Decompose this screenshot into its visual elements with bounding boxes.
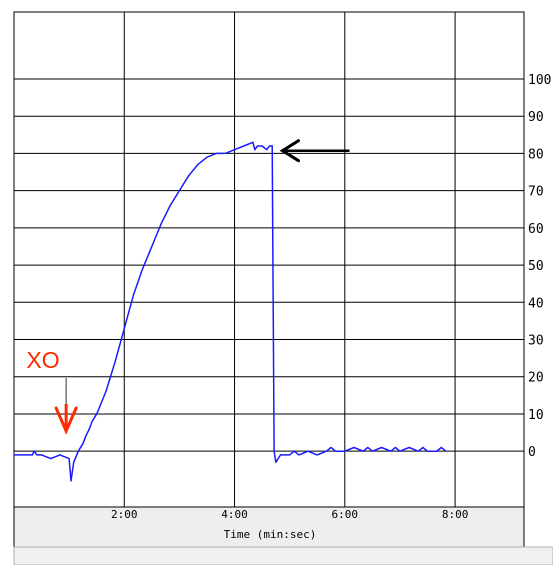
data-point bbox=[142, 268, 144, 270]
y-tick-label: 20 bbox=[528, 371, 544, 386]
data-point bbox=[394, 446, 396, 449]
data-point bbox=[73, 461, 75, 463]
data-point bbox=[151, 245, 153, 248]
y-tick-label: 90 bbox=[528, 110, 544, 125]
data-point bbox=[59, 454, 61, 456]
data-point bbox=[178, 190, 181, 192]
data-point bbox=[215, 152, 217, 155]
data-point bbox=[390, 450, 392, 452]
data-point bbox=[254, 149, 256, 151]
y-tick-label: 0 bbox=[528, 445, 536, 460]
data-point bbox=[14, 454, 15, 456]
data-point bbox=[91, 420, 93, 422]
data-point bbox=[271, 145, 273, 147]
data-point bbox=[88, 428, 90, 430]
y-tick-label: 100 bbox=[528, 73, 551, 88]
data-point bbox=[399, 450, 401, 452]
y-tick-label: 30 bbox=[528, 334, 544, 349]
data-point bbox=[335, 450, 337, 452]
status-bar bbox=[13, 546, 553, 565]
y-tick-label: 70 bbox=[528, 185, 544, 200]
data-point bbox=[50, 458, 52, 460]
data-point bbox=[224, 152, 226, 155]
x-tick-label: 8:00 bbox=[442, 508, 469, 521]
x-tick-label: 6:00 bbox=[332, 508, 359, 521]
data-point bbox=[307, 450, 309, 452]
data-point bbox=[367, 446, 369, 449]
data-point bbox=[132, 294, 135, 296]
data-point bbox=[362, 450, 364, 452]
data-point bbox=[85, 435, 87, 437]
grid bbox=[14, 12, 524, 507]
data-point bbox=[417, 450, 419, 452]
data-point bbox=[114, 361, 116, 363]
data-point bbox=[123, 327, 125, 329]
data-point bbox=[325, 450, 328, 452]
data-point bbox=[233, 149, 236, 151]
data-point bbox=[206, 156, 208, 158]
xo-arrow-icon bbox=[54, 378, 78, 435]
data-point bbox=[266, 149, 268, 151]
peak-arrow-icon bbox=[279, 139, 350, 163]
data-point bbox=[70, 480, 72, 482]
data-point bbox=[243, 145, 245, 147]
data-point bbox=[293, 450, 295, 452]
y-tick-label: 50 bbox=[528, 259, 544, 274]
data-point bbox=[445, 450, 447, 452]
data-point bbox=[436, 450, 438, 452]
data-point bbox=[33, 450, 35, 452]
series-points bbox=[14, 141, 447, 482]
data-point bbox=[96, 413, 98, 415]
data-point bbox=[440, 446, 442, 449]
x-axis-label: Time (min:sec) bbox=[224, 528, 317, 541]
data-point bbox=[275, 461, 277, 463]
y-tick-label: 80 bbox=[528, 147, 544, 162]
data-point bbox=[330, 446, 332, 449]
plot-area bbox=[14, 12, 524, 507]
x-tick-label: 4:00 bbox=[221, 508, 248, 521]
data-point bbox=[289, 454, 291, 456]
y-tick-label: 60 bbox=[528, 222, 544, 237]
data-point bbox=[380, 446, 383, 449]
y-tick-label: 10 bbox=[528, 408, 544, 423]
data-point bbox=[77, 450, 79, 452]
x-tick-labels: 2:00 4:00 6:00 8:00 bbox=[111, 508, 468, 521]
data-point bbox=[256, 145, 259, 147]
annotations: XO bbox=[26, 139, 350, 435]
data-point bbox=[426, 450, 429, 452]
data-point bbox=[298, 454, 300, 456]
data-point bbox=[187, 175, 190, 177]
data-point bbox=[273, 450, 275, 452]
y-tick-label: 40 bbox=[528, 296, 544, 311]
data-point bbox=[22, 454, 24, 456]
data-point bbox=[268, 145, 271, 147]
data-point bbox=[408, 446, 410, 449]
x-tick-label: 2:00 bbox=[111, 508, 138, 521]
data-point bbox=[82, 443, 84, 445]
data-point bbox=[344, 450, 346, 452]
data-point bbox=[197, 163, 199, 166]
data-point bbox=[279, 454, 282, 456]
x-axis-panel bbox=[13, 506, 525, 548]
data-point bbox=[169, 204, 171, 207]
data-point bbox=[371, 450, 373, 452]
data-point bbox=[261, 145, 263, 147]
data-point bbox=[105, 391, 107, 393]
xo-annotation-label: XO bbox=[26, 347, 59, 373]
data-point bbox=[31, 454, 33, 456]
data-point bbox=[160, 223, 162, 225]
data-point bbox=[40, 454, 43, 456]
data-point bbox=[316, 454, 318, 456]
data-point bbox=[36, 454, 38, 456]
y-tick-labels: 0 10 20 30 40 50 60 70 80 90 100 bbox=[528, 73, 551, 460]
data-point bbox=[252, 141, 254, 143]
data-point bbox=[68, 458, 70, 460]
data-point bbox=[422, 446, 424, 449]
data-point bbox=[353, 446, 355, 449]
